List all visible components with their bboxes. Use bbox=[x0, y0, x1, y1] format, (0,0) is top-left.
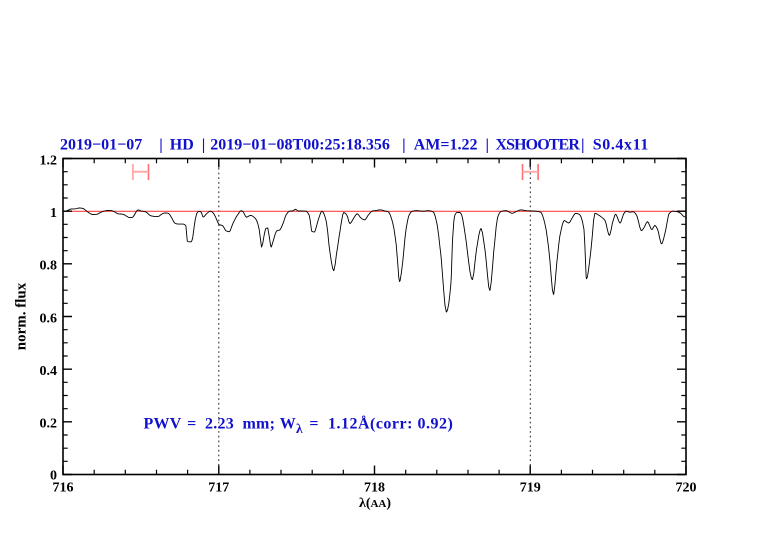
svg-text:norm. flux: norm. flux bbox=[14, 282, 30, 350]
svg-text:0.2: 0.2 bbox=[40, 417, 58, 432]
svg-text:718: 718 bbox=[364, 481, 385, 496]
svg-text:717: 717 bbox=[208, 481, 229, 496]
svg-text:PWV = 2.23 mm; Wλ = 1.12: PWV = 2.23 mm; Wλ = 1.12Å(corr: 0.92) bbox=[144, 415, 454, 437]
svg-text:1: 1 bbox=[50, 206, 57, 221]
svg-text:0.4: 0.4 bbox=[40, 364, 58, 379]
svg-text:λ(AA): λ(AA) bbox=[359, 496, 391, 511]
svg-text:0: 0 bbox=[50, 468, 57, 483]
svg-text:719: 719 bbox=[520, 481, 541, 496]
svg-text:720: 720 bbox=[676, 481, 697, 496]
svg-text:716: 716 bbox=[53, 481, 74, 496]
svg-text:2019−01−07 | HD | 2019−01−: 2019−01−07 | HD | 2019−01−08T00:25:18.35… bbox=[60, 137, 649, 154]
svg-text:0.6: 0.6 bbox=[40, 311, 58, 326]
svg-text:0.8: 0.8 bbox=[40, 259, 58, 274]
svg-text:1.2: 1.2 bbox=[40, 154, 58, 169]
